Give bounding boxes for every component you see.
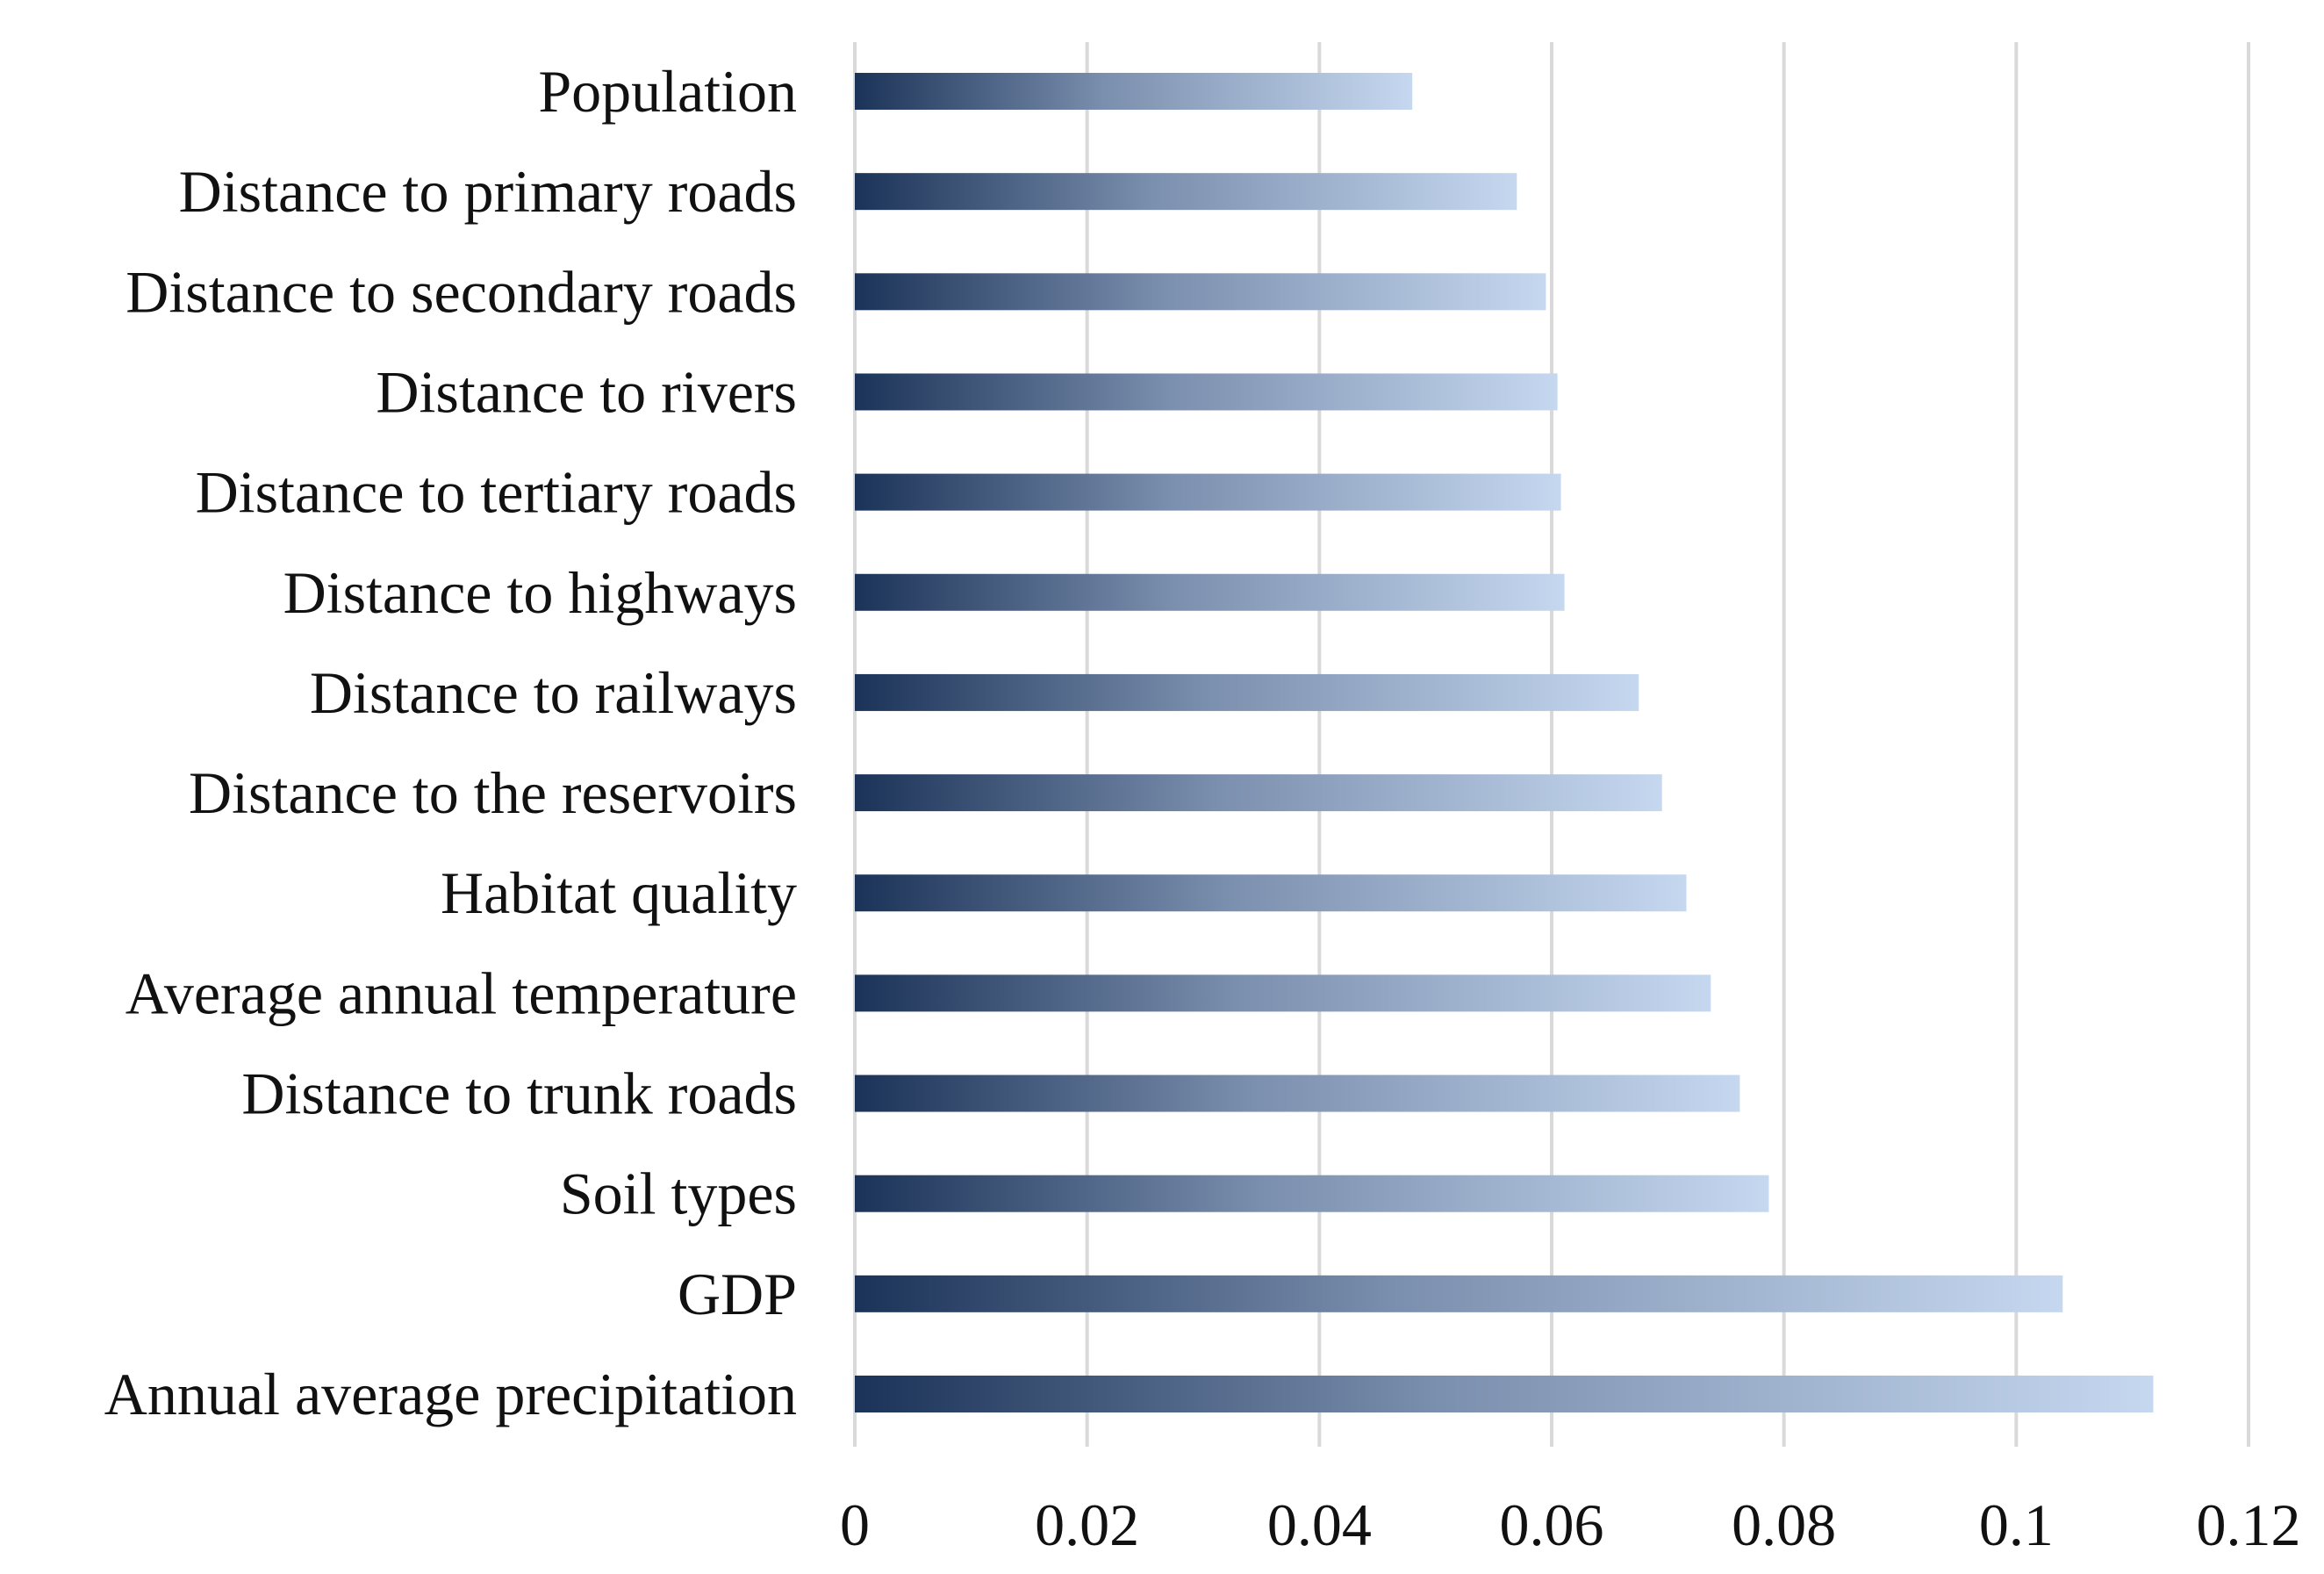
bar-5 — [855, 573, 1565, 611]
bar-9 — [855, 974, 1711, 1012]
bar-1 — [855, 173, 1517, 211]
x-tick-label-2: 0.04 — [1267, 1491, 1372, 1558]
gridlines — [853, 42, 2250, 1447]
x-tick-label-3: 0.06 — [1500, 1491, 1604, 1558]
x-tick-label-1: 0.02 — [1035, 1491, 1139, 1558]
category-label-2: Distance to secondary roads — [126, 258, 797, 325]
x-tick-label-4: 0.08 — [1732, 1491, 1836, 1558]
x-tick-label-5: 0.1 — [1979, 1491, 2054, 1558]
bar-13 — [855, 1376, 2154, 1412]
category-label-10: Distance to trunk roads — [241, 1060, 797, 1127]
bar-7 — [855, 774, 1662, 812]
category-label-4: Distance to tertiary roads — [196, 459, 797, 526]
category-label-13: Annual average precipitation — [104, 1361, 797, 1427]
category-label-0: Population — [538, 58, 797, 125]
bar-11 — [855, 1175, 1769, 1212]
category-labels: Population Distance to primary roads Dista… — [104, 58, 797, 1427]
category-label-12: GDP — [678, 1261, 797, 1327]
category-label-3: Distance to rivers — [376, 358, 797, 425]
category-label-7: Distance to the reservoirs — [189, 759, 797, 826]
category-label-1: Distance to primary roads — [179, 158, 797, 225]
category-label-11: Soil types — [560, 1161, 797, 1227]
bar-2 — [855, 273, 1546, 311]
x-tick-label-0: 0 — [840, 1491, 870, 1558]
bar-10 — [855, 1074, 1740, 1112]
bar-0 — [855, 73, 1413, 110]
x-axis-tick-labels: 0 0.02 0.04 0.06 0.08 0.1 0.12 — [840, 1491, 2301, 1558]
category-label-5: Distance to highways — [283, 559, 797, 626]
category-label-9: Average annual temperature — [126, 959, 797, 1026]
bar-12 — [855, 1275, 2063, 1312]
x-tick-label-6: 0.12 — [2197, 1491, 2301, 1558]
bar-8 — [855, 874, 1687, 912]
bars — [855, 73, 2154, 1412]
category-label-8: Habitat quality — [441, 859, 797, 926]
bar-6 — [855, 673, 1639, 711]
category-label-6: Distance to railways — [310, 659, 797, 726]
bar-3 — [855, 373, 1558, 411]
bar-4 — [855, 473, 1561, 511]
